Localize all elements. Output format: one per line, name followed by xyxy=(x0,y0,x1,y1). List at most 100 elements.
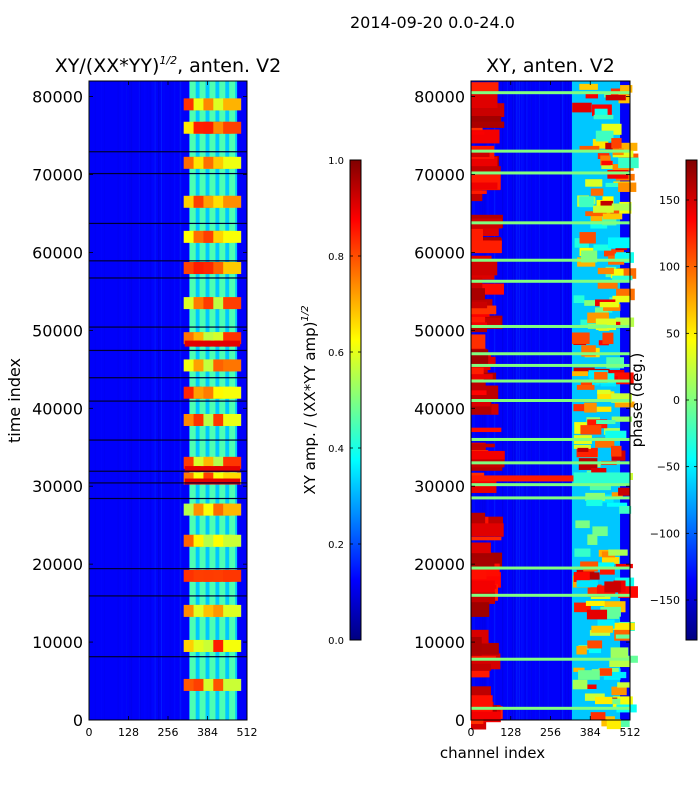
y-tick-label: 80000 xyxy=(414,88,465,107)
colorbar-tick-label: 0 xyxy=(673,394,680,407)
phase-cell xyxy=(605,182,624,188)
phase-cell xyxy=(602,216,617,226)
colorbar-tick-label: 0.0 xyxy=(328,636,344,647)
phase-cell xyxy=(573,404,588,412)
phase-cell xyxy=(613,622,635,631)
phase-cell xyxy=(612,372,634,385)
x-tick-label: 384 xyxy=(580,726,601,739)
heatmap-cell-hot xyxy=(214,466,231,473)
y-tick-label: 0 xyxy=(455,711,465,730)
phase-gap-line xyxy=(471,706,630,710)
y-tick-label: 0 xyxy=(73,711,83,730)
phase-gap-line xyxy=(471,258,630,262)
x-tick-label: 512 xyxy=(620,726,641,739)
phase-cell xyxy=(616,252,634,263)
heatmap-cell xyxy=(223,569,242,582)
phase-cell xyxy=(619,505,632,514)
phase-cell xyxy=(601,160,613,166)
phase-cell xyxy=(573,667,585,672)
phase-cell xyxy=(586,609,608,620)
phase-cell xyxy=(614,253,625,262)
phase-cell xyxy=(609,658,631,668)
phase-cell xyxy=(576,580,598,588)
phase-cell xyxy=(573,444,591,449)
x-tick-label: 0 xyxy=(468,726,475,739)
phase-red-region xyxy=(471,151,490,158)
time-gap-line xyxy=(89,222,247,225)
phase-cell xyxy=(587,312,610,324)
phase-cell xyxy=(603,304,621,311)
heatmap-cell xyxy=(223,503,242,516)
y-tick-label: 10000 xyxy=(414,633,465,652)
phase-red-region xyxy=(471,313,486,325)
time-gap-line xyxy=(89,260,247,262)
y-tick-label: 60000 xyxy=(32,243,83,262)
phase-cell xyxy=(578,670,600,680)
phase-cell xyxy=(579,83,598,90)
phase-cell xyxy=(587,534,598,545)
phase-red-region xyxy=(471,642,499,655)
phase-cell xyxy=(610,268,624,279)
title-suffix: , anten. V2 xyxy=(177,55,281,77)
colorbar-tick-label: −50 xyxy=(657,461,680,474)
phase-red-region xyxy=(471,121,505,128)
phase-cell xyxy=(606,357,625,369)
phase-red-region xyxy=(471,663,491,671)
phase-cell xyxy=(586,499,603,507)
heatmap-cell-hot xyxy=(194,466,211,473)
phase-gap-line xyxy=(471,171,630,175)
phase-red-region xyxy=(471,82,499,94)
phase-red-region xyxy=(471,483,497,493)
phase-cell xyxy=(594,108,608,117)
phase-cell xyxy=(575,520,590,529)
time-gap-line xyxy=(89,326,247,328)
time-gap-line xyxy=(89,568,247,570)
heatmap-cell xyxy=(223,639,242,652)
y-tick-label: 60000 xyxy=(414,243,465,262)
y-tick-label: 10000 xyxy=(32,633,83,652)
phase-red-region xyxy=(471,536,502,541)
heatmap-panel-2: 0 128 256 384 512 0 10000 20000 30000 40000 50000 6… xyxy=(414,55,640,762)
phase-cell xyxy=(606,613,620,619)
time-gap-line xyxy=(89,656,247,658)
phase-cell xyxy=(593,114,614,120)
phase-cell xyxy=(608,549,628,556)
heatmap-cell xyxy=(223,195,242,208)
phase-cell xyxy=(604,581,622,593)
phase-red-region xyxy=(471,479,497,485)
phase-red-region xyxy=(471,446,486,451)
phase-cell xyxy=(606,719,621,730)
phase-streak-tail xyxy=(573,472,630,485)
x-tick-label: 256 xyxy=(158,726,179,739)
heatmap-cell-hot xyxy=(194,340,211,347)
phase-cell xyxy=(610,647,629,659)
y-tick-label: 50000 xyxy=(414,321,465,340)
time-gap-line xyxy=(89,377,247,379)
heatmap-cell-hot xyxy=(214,478,231,485)
heatmap-cell xyxy=(223,413,242,426)
phase-red-region xyxy=(471,115,502,126)
phase-gap-line xyxy=(471,593,630,597)
phase-gap-line xyxy=(471,91,630,95)
heatmap-cell xyxy=(223,534,242,547)
heatmap-cell-hot xyxy=(204,478,221,485)
phase-cell xyxy=(617,268,637,279)
phase-cell xyxy=(615,563,633,569)
heatmap-cell xyxy=(193,503,212,516)
phase-cell xyxy=(590,211,611,222)
phase-cell xyxy=(584,300,601,306)
phase-cell xyxy=(591,625,613,633)
phase-red-region xyxy=(471,719,484,725)
phase-cell xyxy=(587,640,603,649)
colorbar-tick-label: 0.2 xyxy=(328,540,344,551)
heatmap-cell-hot xyxy=(194,478,211,485)
phase-cell xyxy=(585,211,607,217)
phase-red-region xyxy=(471,711,501,723)
phase-cell xyxy=(595,562,615,569)
phase-cell xyxy=(577,447,589,452)
phase-cell xyxy=(593,205,614,213)
phase-cell xyxy=(600,155,611,166)
phase-red-region xyxy=(471,259,498,276)
phase-cell xyxy=(576,384,595,390)
